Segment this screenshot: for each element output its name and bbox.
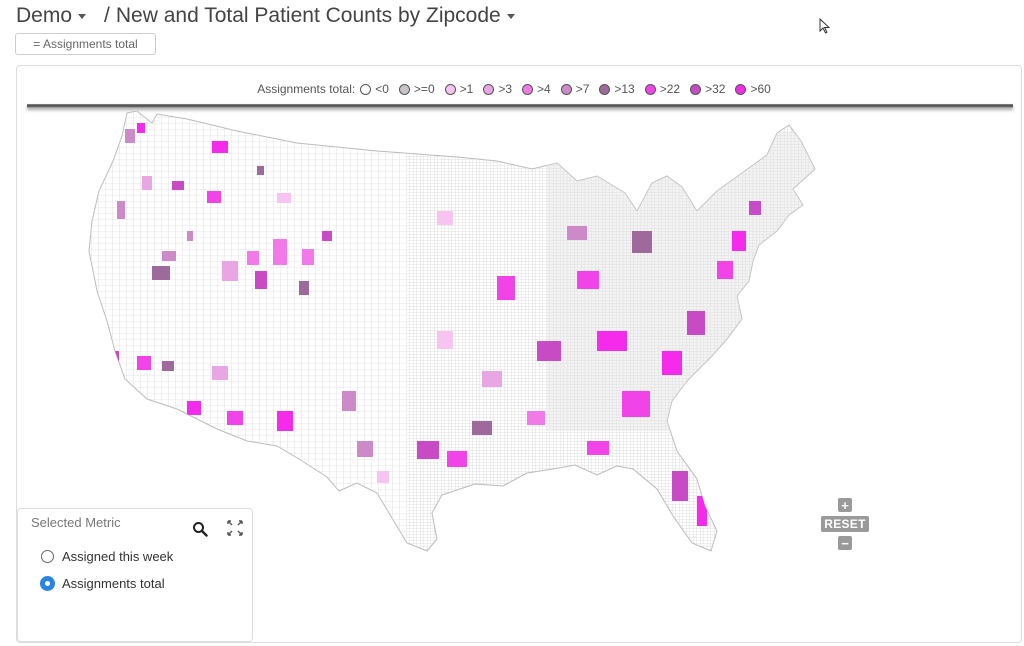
map-panel: Assignments total: <0 >=0 >1 >3 >4 >7 >1… (16, 65, 1022, 643)
map-zoom-controls: + RESET − (819, 498, 871, 550)
breadcrumb-separator: / (104, 4, 110, 27)
legend-item-gt13[interactable]: >13 (599, 82, 635, 96)
expand-icon[interactable] (226, 519, 244, 537)
legend-divider (27, 104, 1013, 108)
legend-swatch (599, 83, 611, 95)
legend-item-gt32[interactable]: >32 (690, 82, 725, 96)
legend-swatch (360, 83, 372, 95)
zoom-in-button[interactable]: + (838, 498, 852, 512)
selected-metric-title: Selected Metric (31, 515, 121, 530)
radio-assignments-total[interactable]: Assignments total (40, 576, 165, 591)
us-zipcode-choropleth-map[interactable] (77, 111, 877, 561)
legend-item-gt1[interactable]: >1 (444, 82, 473, 96)
mouse-cursor-icon (819, 18, 831, 34)
legend-title: Assignments total: (257, 82, 356, 96)
search-icon[interactable] (192, 521, 208, 537)
radio-button[interactable] (41, 550, 54, 563)
reset-button[interactable]: RESET (821, 516, 869, 532)
chevron-down-icon[interactable] (78, 13, 87, 19)
page-title[interactable]: New and Total Patient Counts by Zipcode (115, 4, 501, 27)
legend-swatch (735, 83, 747, 95)
legend-swatch (560, 83, 572, 95)
legend-item-gt3[interactable]: >3 (483, 82, 512, 96)
legend-item-gt7[interactable]: >7 (560, 82, 589, 96)
legend-item-gt22[interactable]: >22 (644, 82, 680, 96)
legend-swatch (483, 83, 495, 95)
zip-region-fills (107, 123, 761, 526)
breadcrumb-demo[interactable]: Demo (16, 4, 73, 27)
selected-metric-panel: Selected Metric Assigned this week Assig… (17, 508, 253, 642)
radio-assigned-this-week[interactable]: Assigned this week (41, 549, 173, 564)
legend-swatch (398, 83, 410, 95)
zoom-out-button[interactable]: − (838, 536, 852, 550)
legend-swatch (644, 83, 656, 95)
filter-chip-assignments-total[interactable]: = Assignments total (15, 33, 156, 55)
legend-item-gt4[interactable]: >4 (522, 82, 551, 96)
radio-button-selected[interactable] (40, 576, 55, 591)
legend-swatch (522, 83, 533, 95)
legend-item-gte0[interactable]: >=0 (398, 82, 435, 96)
legend-swatch (444, 83, 456, 95)
legend-swatch (690, 83, 702, 95)
legend-item-gt60[interactable]: >60 (735, 82, 771, 96)
map-legend: Assignments total: <0 >=0 >1 >3 >4 >7 >1… (17, 82, 1021, 96)
legend-item-lt0[interactable]: <0 (360, 82, 389, 96)
breadcrumb: Demo / New and Total Patient Counts by Z… (16, 4, 533, 28)
chevron-down-icon[interactable] (506, 13, 515, 19)
